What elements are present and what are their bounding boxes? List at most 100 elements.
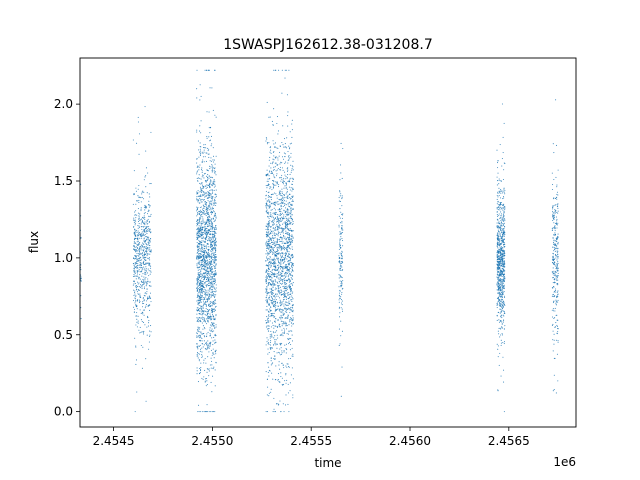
data-point <box>278 292 280 294</box>
data-point <box>285 292 287 294</box>
data-point <box>499 192 501 194</box>
data-point <box>213 211 215 213</box>
data-point <box>290 222 292 224</box>
data-point <box>272 241 274 243</box>
data-point <box>280 176 282 179</box>
data-point <box>150 249 152 251</box>
data-point <box>278 246 280 248</box>
data-point <box>212 238 215 240</box>
data-point <box>215 326 217 328</box>
data-point <box>203 313 205 315</box>
data-point <box>283 322 285 324</box>
data-point <box>199 290 201 292</box>
data-point <box>283 280 285 282</box>
data-point <box>143 231 145 233</box>
data-point <box>285 287 287 289</box>
data-point <box>282 257 284 259</box>
data-point <box>208 368 210 370</box>
data-point <box>137 234 139 236</box>
data-point <box>150 131 152 133</box>
data-point <box>291 129 293 131</box>
data-point <box>215 226 217 228</box>
data-point <box>282 252 284 254</box>
data-point <box>147 268 149 270</box>
data-point <box>265 210 267 212</box>
data-point <box>215 349 217 351</box>
data-point <box>278 232 280 235</box>
data-point <box>133 294 135 296</box>
data-point <box>135 262 137 264</box>
data-point <box>133 268 135 270</box>
data-point <box>136 241 138 243</box>
data-point <box>213 179 215 181</box>
data-point <box>266 243 268 245</box>
data-point <box>266 276 268 278</box>
data-point <box>212 147 214 149</box>
data-point <box>198 284 200 287</box>
data-point <box>268 273 270 275</box>
data-point <box>205 209 207 211</box>
data-point <box>135 363 137 366</box>
data-point <box>273 184 275 186</box>
data-point <box>205 307 207 309</box>
data-point <box>272 295 275 297</box>
data-point <box>288 281 290 283</box>
data-point <box>276 270 278 272</box>
data-point <box>277 159 279 161</box>
data-point <box>273 176 275 178</box>
data-point <box>275 281 277 283</box>
data-point <box>209 283 211 285</box>
data-point <box>150 301 152 303</box>
data-point <box>290 216 292 218</box>
data-point <box>279 277 281 279</box>
data-point <box>265 190 267 192</box>
data-point <box>133 248 135 250</box>
data-point <box>274 355 276 357</box>
data-point <box>205 341 207 343</box>
data-point <box>206 286 208 288</box>
data-point <box>212 161 215 163</box>
data-point <box>274 316 276 318</box>
data-point <box>202 343 204 345</box>
data-point <box>276 195 278 197</box>
data-point <box>278 214 280 216</box>
data-point <box>201 355 204 357</box>
data-point <box>136 312 138 314</box>
data-point <box>210 245 212 247</box>
data-point <box>213 308 216 310</box>
data-point <box>269 347 271 349</box>
data-point <box>288 69 290 71</box>
data-point <box>284 380 286 382</box>
data-point <box>137 212 139 214</box>
data-point <box>287 210 289 212</box>
data-point <box>338 274 340 276</box>
data-point <box>203 253 205 255</box>
data-point <box>200 146 202 148</box>
data-point <box>207 246 209 248</box>
data-point <box>285 343 287 345</box>
data-point <box>271 180 274 182</box>
data-point <box>284 156 286 158</box>
data-point <box>285 373 287 375</box>
data-point <box>269 232 272 234</box>
data-point <box>206 194 208 196</box>
data-point <box>136 315 138 317</box>
data-point <box>273 252 275 254</box>
data-point <box>209 342 211 344</box>
data-point <box>284 261 286 263</box>
data-point <box>200 201 202 203</box>
data-point <box>280 205 282 207</box>
data-point <box>269 206 272 208</box>
data-point <box>209 279 211 281</box>
data-point <box>213 357 215 359</box>
data-point <box>201 354 203 356</box>
data-point <box>200 231 202 233</box>
data-point <box>268 265 270 267</box>
data-point <box>197 200 199 202</box>
data-point <box>275 344 277 346</box>
data-point <box>215 194 217 196</box>
data-point <box>204 203 206 205</box>
data-point <box>291 274 293 276</box>
data-point <box>198 149 200 151</box>
data-point <box>137 260 139 262</box>
